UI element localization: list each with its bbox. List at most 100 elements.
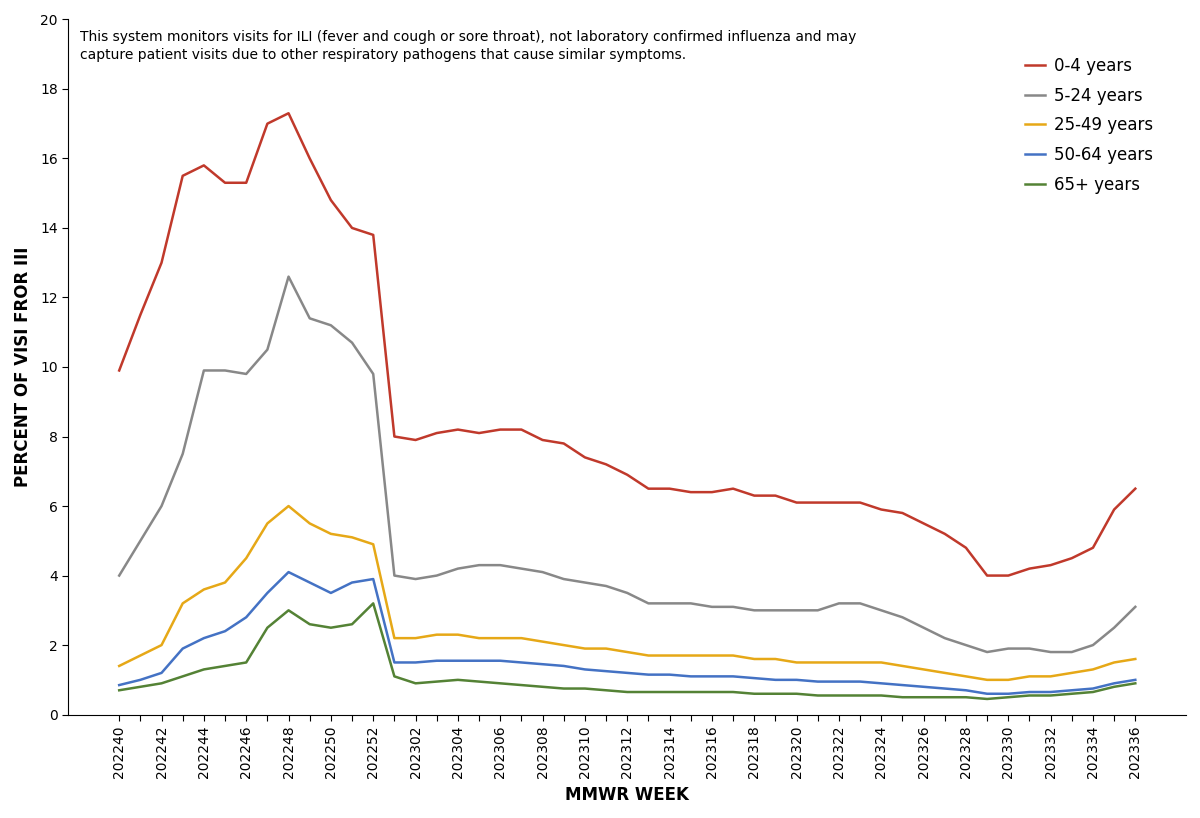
0-4 years xyxy=(1044,560,1058,570)
50-64 years xyxy=(112,680,126,690)
50-64 years xyxy=(281,567,295,577)
5-24 years xyxy=(281,272,295,281)
50-64 years xyxy=(768,675,782,685)
0-4 years xyxy=(472,428,486,438)
0-4 years xyxy=(493,425,508,434)
50-64 years xyxy=(937,684,952,694)
5-24 years xyxy=(917,622,931,632)
65+ years xyxy=(853,690,868,700)
5-24 years xyxy=(155,501,169,511)
65+ years xyxy=(1106,682,1121,692)
0-4 years xyxy=(133,310,148,320)
50-64 years xyxy=(260,588,275,598)
5-24 years xyxy=(810,605,824,615)
50-64 years xyxy=(684,672,698,681)
65+ years xyxy=(980,694,995,703)
5-24 years xyxy=(1128,602,1142,612)
5-24 years xyxy=(641,599,655,609)
65+ years xyxy=(577,684,592,694)
Line: 50-64 years: 50-64 years xyxy=(119,572,1135,694)
25-49 years xyxy=(344,533,359,542)
65+ years xyxy=(1044,690,1058,700)
0-4 years xyxy=(302,154,317,164)
25-49 years xyxy=(620,647,635,657)
50-64 years xyxy=(344,578,359,587)
25-49 years xyxy=(1128,654,1142,664)
65+ years xyxy=(895,692,910,702)
50-64 years xyxy=(451,656,466,666)
0-4 years xyxy=(832,497,846,507)
0-4 years xyxy=(599,460,613,470)
5-24 years xyxy=(430,571,444,581)
25-49 years xyxy=(874,658,888,667)
0-4 years xyxy=(155,258,169,267)
50-64 years xyxy=(748,673,762,683)
65+ years xyxy=(302,619,317,629)
50-64 years xyxy=(155,668,169,678)
0-4 years xyxy=(874,505,888,515)
5-24 years xyxy=(768,605,782,615)
25-49 years xyxy=(1022,672,1037,681)
65+ years xyxy=(917,692,931,702)
65+ years xyxy=(430,676,444,686)
65+ years xyxy=(599,685,613,695)
25-49 years xyxy=(810,658,824,667)
25-49 years xyxy=(557,640,571,650)
50-64 years xyxy=(302,578,317,587)
5-24 years xyxy=(472,560,486,570)
25-49 years xyxy=(641,650,655,660)
65+ years xyxy=(155,678,169,688)
65+ years xyxy=(344,619,359,629)
5-24 years xyxy=(1022,644,1037,654)
0-4 years xyxy=(324,196,338,205)
50-64 years xyxy=(133,675,148,685)
65+ years xyxy=(260,622,275,632)
50-64 years xyxy=(239,613,253,622)
0-4 years xyxy=(641,483,655,493)
5-24 years xyxy=(388,571,402,581)
65+ years xyxy=(1001,692,1015,702)
65+ years xyxy=(239,658,253,667)
0-4 years xyxy=(1022,564,1037,573)
0-4 years xyxy=(768,491,782,501)
5-24 years xyxy=(959,640,973,650)
5-24 years xyxy=(302,313,317,323)
50-64 years xyxy=(577,664,592,674)
50-64 years xyxy=(408,658,422,667)
25-49 years xyxy=(175,599,190,609)
65+ years xyxy=(748,689,762,699)
0-4 years xyxy=(557,438,571,448)
25-49 years xyxy=(790,658,804,667)
5-24 years xyxy=(1064,647,1079,657)
25-49 years xyxy=(937,668,952,678)
Line: 5-24 years: 5-24 years xyxy=(119,276,1135,652)
5-24 years xyxy=(662,599,677,609)
50-64 years xyxy=(218,627,233,636)
65+ years xyxy=(324,622,338,632)
25-49 years xyxy=(1086,664,1100,674)
25-49 years xyxy=(917,664,931,674)
50-64 years xyxy=(1128,675,1142,685)
0-4 years xyxy=(662,483,677,493)
50-64 years xyxy=(726,672,740,681)
50-64 years xyxy=(493,656,508,666)
0-4 years xyxy=(239,178,253,187)
25-49 years xyxy=(684,650,698,660)
25-49 years xyxy=(832,658,846,667)
50-64 years xyxy=(599,666,613,676)
5-24 years xyxy=(408,574,422,584)
5-24 years xyxy=(748,605,762,615)
65+ years xyxy=(810,690,824,700)
65+ years xyxy=(959,692,973,702)
5-24 years xyxy=(599,581,613,591)
65+ years xyxy=(832,690,846,700)
25-49 years xyxy=(768,654,782,664)
5-24 years xyxy=(197,366,211,375)
25-49 years xyxy=(1064,668,1079,678)
25-49 years xyxy=(662,650,677,660)
65+ years xyxy=(1022,690,1037,700)
50-64 years xyxy=(832,676,846,686)
0-4 years xyxy=(704,488,719,497)
0-4 years xyxy=(1086,543,1100,553)
65+ years xyxy=(493,678,508,688)
